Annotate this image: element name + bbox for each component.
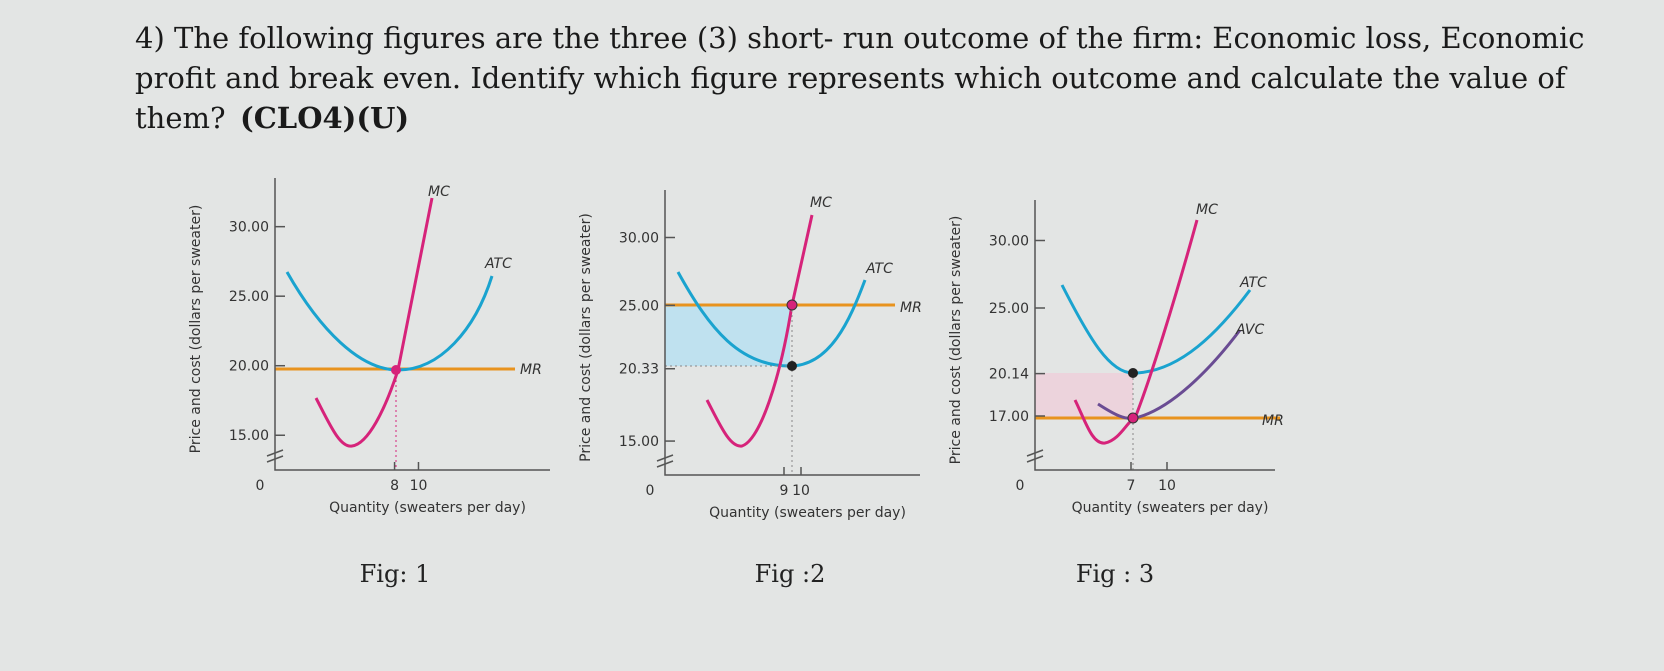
x-tick-label: 8 xyxy=(390,478,399,494)
avc-curve xyxy=(1097,329,1242,420)
curve-label: ATC xyxy=(484,256,512,272)
y-axis-label: Price and cost (dollars per sweater) xyxy=(578,213,594,462)
curve-label: AVC xyxy=(1235,322,1264,338)
x-axis-label: Quantity (sweaters per day) xyxy=(329,500,526,516)
point xyxy=(1127,412,1139,424)
question-line: them? xyxy=(135,101,226,135)
y-tick-label: 25.00 xyxy=(229,289,269,305)
y-tick-label: 25.00 xyxy=(619,298,659,314)
point xyxy=(786,299,798,311)
y-tick-label: 15.00 xyxy=(619,434,659,450)
y-tick-label: 25.00 xyxy=(989,301,1029,317)
x-tick-label: 10 xyxy=(792,483,810,499)
y-axis-label: Price and cost (dollars per sweater) xyxy=(188,205,204,454)
mc-curve xyxy=(705,214,814,448)
question-line: profit and break even. Identify which fi… xyxy=(135,61,1568,95)
curve-label: MR xyxy=(520,362,542,378)
axes xyxy=(1034,200,1275,471)
y-tick-label: 30.00 xyxy=(619,231,659,247)
origin-label: 0 xyxy=(646,483,655,499)
x-tick-label: 10 xyxy=(410,478,428,494)
curve-label: MC xyxy=(428,184,450,200)
y-axis-label: Price and cost (dollars per sweater) xyxy=(948,216,964,465)
x-tick-label: 10 xyxy=(1158,478,1176,494)
y-tick-label: 17.00 xyxy=(989,409,1029,425)
axis-break xyxy=(266,449,284,463)
curve-label: MC xyxy=(1196,202,1218,218)
x-tick-label: 7 xyxy=(1127,478,1136,494)
axes xyxy=(664,190,920,476)
point xyxy=(1128,368,1138,378)
figure-caption: Fig: 1 xyxy=(360,560,431,588)
y-tick-label: 30.00 xyxy=(989,234,1029,250)
y-tick-label: 20.00 xyxy=(229,359,269,375)
curve-label: MR xyxy=(1262,413,1284,429)
point xyxy=(391,365,401,375)
mc-curve xyxy=(314,197,434,448)
question-tag: (CLO4)(U) xyxy=(240,101,409,135)
x-axis-label: Quantity (sweaters per day) xyxy=(709,505,906,521)
x-axis-label: Quantity (sweaters per day) xyxy=(1072,500,1269,516)
figure-caption: Fig : 3 xyxy=(1076,560,1154,588)
question-line: 4) The following figures are the three (… xyxy=(135,21,1585,55)
point xyxy=(787,361,797,371)
figure-1-shapes: MC ATC MR xyxy=(275,184,542,470)
y-tick-label: 15.00 xyxy=(229,428,269,444)
x-tick-label: 9 xyxy=(780,483,789,499)
figure-caption: Fig :2 xyxy=(755,560,826,588)
origin-label: 0 xyxy=(1016,478,1025,494)
curve-label: MR xyxy=(900,300,922,316)
axes xyxy=(274,178,550,471)
loss-area xyxy=(1035,373,1133,418)
curve-label: ATC xyxy=(865,261,893,277)
figure-2-shapes: MC ATC MR xyxy=(665,195,922,475)
y-tick-label: 30.00 xyxy=(229,220,269,236)
profit-area xyxy=(665,305,790,366)
y-tick-label: 20.33 xyxy=(619,362,659,378)
axis-break xyxy=(656,454,674,468)
curve-label: ATC xyxy=(1239,275,1267,291)
origin-label: 0 xyxy=(256,478,265,494)
axis-break xyxy=(1026,449,1044,463)
curve-label: MC xyxy=(810,195,832,211)
y-tick-label: 20.14 xyxy=(989,367,1029,383)
figure-3-shapes: MC ATC AVC MR xyxy=(1035,202,1284,470)
